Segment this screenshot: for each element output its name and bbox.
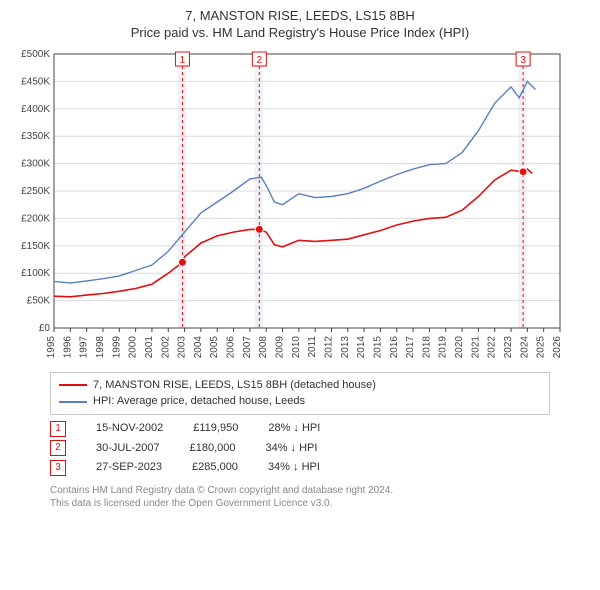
svg-text:2002: 2002: [160, 335, 171, 358]
svg-text:2010: 2010: [291, 335, 302, 358]
page-root: 7, MANSTON RISE, LEEDS, LS15 8BH Price p…: [0, 0, 600, 590]
svg-text:2013: 2013: [340, 335, 351, 358]
svg-text:1996: 1996: [62, 335, 73, 358]
svg-text:1995: 1995: [46, 335, 57, 358]
svg-text:2020: 2020: [454, 335, 465, 358]
svg-text:2006: 2006: [226, 335, 237, 358]
chart-container: £0 £50K £100K £150K £200K £250K £300K £350K £400…: [10, 48, 590, 368]
sale-delta: 34% ↓ HPI: [265, 439, 317, 459]
sale-price: £285,000: [192, 458, 238, 478]
attribution-line: Contains HM Land Registry data © Crown c…: [50, 484, 550, 497]
svg-text:2024: 2024: [519, 335, 530, 358]
svg-text:£350K: £350K: [21, 131, 50, 142]
svg-text:2003: 2003: [177, 335, 188, 358]
sale-row: 2 30-JUL-2007 £180,000 34% ↓ HPI: [50, 439, 550, 459]
svg-text:£400K: £400K: [21, 104, 50, 115]
sale-row: 1 15-NOV-2002 £119,950 28% ↓ HPI: [50, 419, 550, 439]
svg-text:2018: 2018: [421, 335, 432, 358]
sale-price: £180,000: [190, 439, 236, 459]
svg-text:£300K: £300K: [21, 158, 50, 169]
svg-text:2008: 2008: [258, 335, 269, 358]
svg-text:£450K: £450K: [21, 76, 50, 87]
svg-text:2004: 2004: [193, 335, 204, 358]
svg-text:2023: 2023: [503, 335, 514, 358]
svg-text:2000: 2000: [128, 335, 139, 358]
sale-price: £119,950: [193, 419, 238, 439]
svg-text:2009: 2009: [275, 335, 286, 358]
svg-text:2017: 2017: [405, 335, 416, 358]
svg-text:£0: £0: [39, 323, 51, 334]
svg-text:£200K: £200K: [21, 213, 50, 224]
sale-date: 15-NOV-2002: [96, 419, 163, 439]
sale-badge: 2: [50, 440, 66, 456]
svg-text:2012: 2012: [323, 335, 334, 358]
sale-badge: 1: [50, 421, 66, 437]
svg-text:£100K: £100K: [21, 268, 50, 279]
legend: 7, MANSTON RISE, LEEDS, LS15 8BH (detach…: [50, 372, 550, 415]
svg-text:2001: 2001: [144, 335, 155, 358]
sales-list: 1 15-NOV-2002 £119,950 28% ↓ HPI 2 30-JU…: [50, 419, 550, 478]
legend-swatch-hpi: [59, 401, 87, 403]
svg-text:£500K: £500K: [21, 49, 50, 60]
svg-text:2007: 2007: [242, 335, 253, 358]
svg-text:2: 2: [257, 55, 263, 66]
sale-date: 30-JUL-2007: [96, 439, 160, 459]
svg-text:1: 1: [180, 55, 186, 66]
svg-text:2022: 2022: [487, 335, 498, 358]
legend-label-property: 7, MANSTON RISE, LEEDS, LS15 8BH (detach…: [93, 377, 376, 394]
legend-row-property: 7, MANSTON RISE, LEEDS, LS15 8BH (detach…: [59, 377, 541, 394]
svg-text:2005: 2005: [209, 335, 220, 358]
line-chart: £0 £50K £100K £150K £200K £250K £300K £350K £400…: [10, 48, 570, 368]
sale-delta: 34% ↓ HPI: [268, 458, 320, 478]
legend-row-hpi: HPI: Average price, detached house, Leed…: [59, 393, 541, 410]
svg-text:2015: 2015: [372, 335, 383, 358]
svg-text:2014: 2014: [356, 335, 367, 358]
svg-text:2026: 2026: [552, 335, 563, 358]
svg-text:1997: 1997: [79, 335, 90, 358]
chart-title: 7, MANSTON RISE, LEEDS, LS15 8BH: [10, 8, 590, 25]
svg-text:1999: 1999: [111, 335, 122, 358]
svg-text:2016: 2016: [389, 335, 400, 358]
attribution-line: This data is licensed under the Open Gov…: [50, 497, 550, 510]
attribution: Contains HM Land Registry data © Crown c…: [50, 484, 550, 510]
sale-row: 3 27-SEP-2023 £285,000 34% ↓ HPI: [50, 458, 550, 478]
sale-date: 27-SEP-2023: [96, 458, 162, 478]
svg-text:£50K: £50K: [27, 295, 51, 306]
svg-text:2021: 2021: [470, 335, 481, 358]
svg-text:3: 3: [520, 55, 526, 66]
svg-text:£150K: £150K: [21, 241, 50, 252]
svg-text:£250K: £250K: [21, 186, 50, 197]
sale-badge: 3: [50, 460, 66, 476]
legend-label-hpi: HPI: Average price, detached house, Leed…: [93, 393, 305, 410]
svg-text:2025: 2025: [536, 335, 547, 358]
legend-swatch-property: [59, 384, 87, 386]
svg-text:2019: 2019: [438, 335, 449, 358]
chart-subtitle: Price paid vs. HM Land Registry's House …: [10, 25, 590, 42]
svg-text:2011: 2011: [307, 335, 318, 357]
sale-delta: 28% ↓ HPI: [268, 419, 320, 439]
svg-text:1998: 1998: [95, 335, 106, 358]
